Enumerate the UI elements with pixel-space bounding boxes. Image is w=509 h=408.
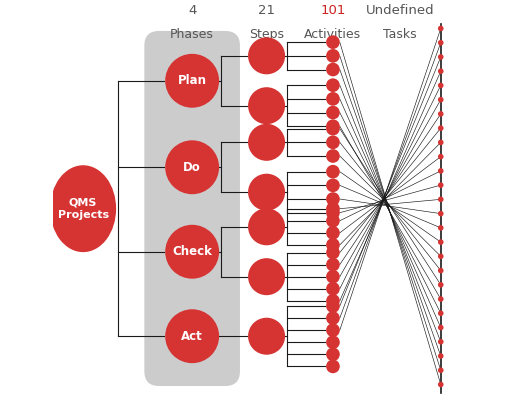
Circle shape (248, 174, 285, 211)
Circle shape (326, 311, 340, 325)
Circle shape (326, 335, 340, 349)
Circle shape (438, 82, 443, 88)
Circle shape (326, 49, 340, 63)
Circle shape (326, 270, 340, 284)
Circle shape (438, 69, 443, 74)
Circle shape (326, 63, 340, 76)
Circle shape (326, 324, 340, 337)
Circle shape (165, 309, 219, 363)
Text: Act: Act (181, 330, 203, 343)
Circle shape (326, 359, 340, 373)
Circle shape (438, 296, 443, 302)
Circle shape (326, 238, 340, 252)
Text: Check: Check (172, 245, 212, 258)
Circle shape (165, 140, 219, 194)
Circle shape (438, 197, 443, 202)
Circle shape (438, 325, 443, 330)
Circle shape (438, 282, 443, 288)
Circle shape (438, 26, 443, 31)
Circle shape (326, 192, 340, 206)
Circle shape (438, 381, 443, 387)
Circle shape (326, 179, 340, 192)
Circle shape (438, 239, 443, 245)
Circle shape (326, 165, 340, 179)
Circle shape (326, 92, 340, 106)
Text: Undefined: Undefined (366, 4, 435, 17)
Circle shape (326, 120, 340, 133)
Circle shape (326, 299, 340, 313)
Circle shape (438, 268, 443, 273)
Text: QMS
Projects: QMS Projects (58, 197, 109, 220)
Text: 21: 21 (258, 4, 275, 17)
Circle shape (165, 225, 219, 279)
Circle shape (326, 135, 340, 149)
Circle shape (326, 214, 340, 228)
Circle shape (438, 182, 443, 188)
Circle shape (248, 258, 285, 295)
Circle shape (248, 208, 285, 245)
Circle shape (438, 310, 443, 316)
Circle shape (326, 122, 340, 135)
Circle shape (438, 97, 443, 102)
Circle shape (248, 318, 285, 355)
Text: Steps: Steps (249, 28, 284, 41)
Circle shape (438, 40, 443, 46)
Circle shape (248, 124, 285, 161)
Circle shape (438, 125, 443, 131)
Circle shape (326, 206, 340, 220)
Circle shape (438, 211, 443, 216)
Circle shape (326, 258, 340, 271)
Text: Activities: Activities (304, 28, 361, 41)
Circle shape (248, 87, 285, 124)
Circle shape (326, 226, 340, 239)
Circle shape (438, 140, 443, 145)
FancyBboxPatch shape (145, 31, 240, 386)
Circle shape (326, 348, 340, 361)
Circle shape (326, 149, 340, 163)
Circle shape (248, 37, 285, 74)
Ellipse shape (50, 165, 116, 252)
Circle shape (165, 54, 219, 108)
Circle shape (438, 54, 443, 60)
Text: Tasks: Tasks (383, 28, 417, 41)
Circle shape (438, 168, 443, 174)
Circle shape (438, 154, 443, 160)
Circle shape (326, 282, 340, 295)
Circle shape (438, 339, 443, 345)
Text: Do: Do (183, 161, 201, 174)
Circle shape (438, 225, 443, 231)
Circle shape (326, 78, 340, 92)
Text: Plan: Plan (178, 74, 207, 87)
Circle shape (438, 368, 443, 373)
Circle shape (326, 202, 340, 215)
Circle shape (326, 246, 340, 259)
Circle shape (438, 253, 443, 259)
Text: Phases: Phases (170, 28, 214, 41)
Circle shape (438, 353, 443, 359)
Text: 101: 101 (320, 4, 346, 17)
Circle shape (326, 294, 340, 308)
Circle shape (326, 106, 340, 120)
Text: 4: 4 (188, 4, 196, 17)
Circle shape (326, 35, 340, 49)
Circle shape (438, 111, 443, 117)
